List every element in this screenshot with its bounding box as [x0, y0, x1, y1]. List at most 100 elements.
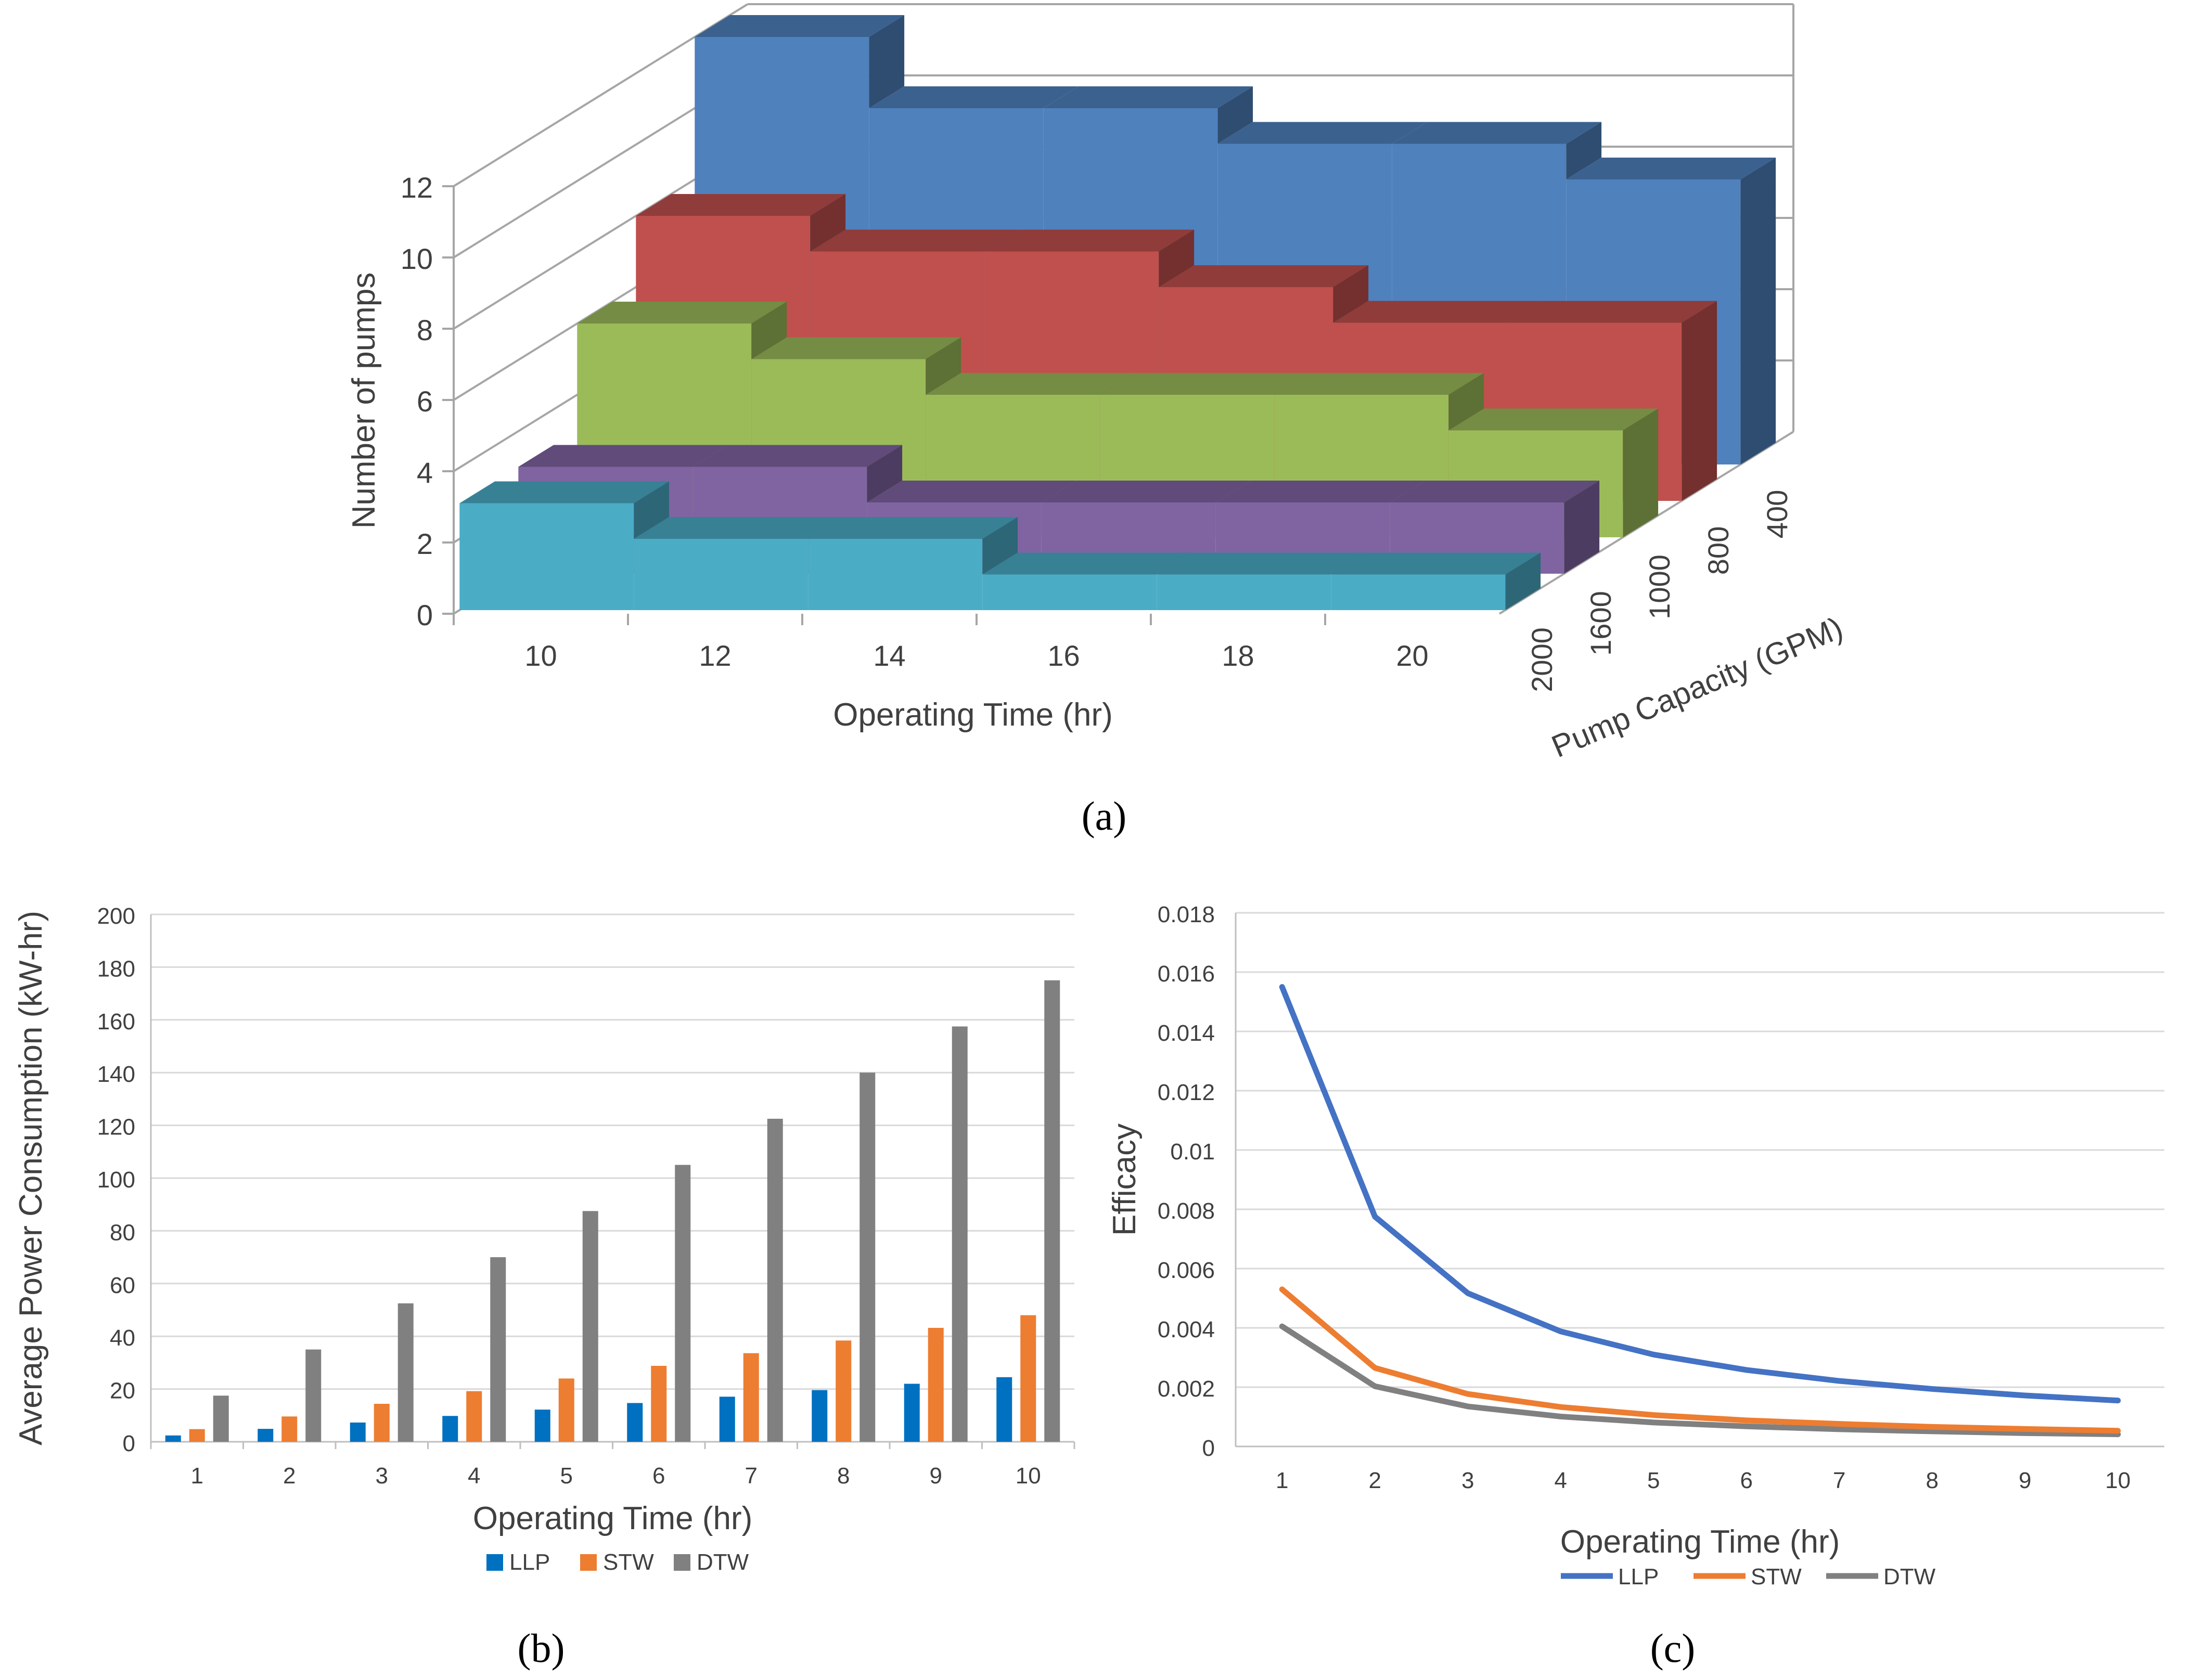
- bar-DTW-6: [675, 1165, 691, 1442]
- line-LLP: [1279, 984, 2121, 1404]
- bar-side-face: [926, 337, 961, 395]
- x-tick-label: 6: [652, 1463, 665, 1489]
- y-tick-label: 12: [401, 171, 433, 204]
- bar-DTW-1: [213, 1395, 229, 1442]
- depth-tick-label: 1600: [1584, 591, 1617, 656]
- bar-STW-7: [743, 1353, 759, 1442]
- x-tick-label: 7: [1833, 1468, 1845, 1493]
- bar-LLP-3: [350, 1422, 366, 1442]
- bar-side-face: [1682, 301, 1717, 501]
- bar-top-face: [518, 445, 728, 467]
- bar-top-face: [926, 373, 1136, 395]
- bar-front-face: [808, 539, 983, 610]
- depth-tick-label: 2000: [1525, 627, 1558, 692]
- bar-side-face: [1566, 122, 1602, 179]
- bar-LLP-8: [812, 1390, 828, 1442]
- y-tick-label: 20: [110, 1378, 135, 1404]
- bar-top-face: [867, 481, 1077, 502]
- bar-top-face: [459, 481, 670, 503]
- bar-side-face: [1505, 552, 1541, 610]
- bar-LLP-6: [627, 1403, 643, 1442]
- bar-LLP-1: [165, 1435, 181, 1442]
- y-tick-label: 8: [417, 314, 433, 346]
- y-tick-label: 120: [97, 1115, 135, 1140]
- bar-top-face: [1333, 301, 1543, 323]
- y-tick-label: 2: [417, 527, 433, 560]
- series-2000: [459, 481, 1541, 610]
- legend-label-LLP: LLP: [509, 1549, 550, 1575]
- depth-tick-label: 1000: [1643, 554, 1676, 619]
- bar-top-face: [1100, 373, 1310, 395]
- x-tick-label: 4: [1555, 1468, 1567, 1493]
- x-tick-label: 12: [699, 639, 731, 672]
- x-tick-label: 6: [1740, 1468, 1753, 1493]
- bar-top-face: [577, 302, 787, 324]
- x-tick-label: 3: [376, 1463, 388, 1489]
- bar-STW-3: [374, 1403, 390, 1442]
- bar-top-face: [1043, 86, 1253, 108]
- bar-side-face: [1159, 229, 1195, 287]
- legend-swatch-DTW: [674, 1554, 690, 1571]
- y-tick-label: 0.008: [1158, 1198, 1215, 1224]
- x-tick-label: 10: [2105, 1468, 2131, 1493]
- bar-STW-5: [558, 1378, 574, 1442]
- bar-LLP-4: [442, 1416, 458, 1442]
- x-tick-label: 4: [468, 1463, 480, 1489]
- bar-side-face: [1564, 481, 1600, 574]
- bar-top-face: [1157, 552, 1367, 575]
- bar-top-face: [810, 229, 1020, 252]
- legend-swatch-STW: [580, 1554, 597, 1571]
- x-tick-label: 2: [1369, 1468, 1381, 1493]
- y-tick-label: 6: [417, 385, 433, 418]
- bar-front-face: [459, 503, 634, 610]
- legend-label-STW: STW: [603, 1549, 654, 1575]
- bar-top-face: [692, 445, 903, 467]
- bar-STW-2: [281, 1416, 298, 1442]
- bar-top-face: [634, 517, 844, 539]
- bar-LLP-2: [258, 1429, 274, 1442]
- y-axis-title: Number of pumps: [346, 273, 382, 529]
- bar-top-face: [1331, 552, 1541, 575]
- bar-DTW-5: [582, 1211, 598, 1442]
- bar-top-face: [1274, 373, 1484, 395]
- y-tick-label: 100: [97, 1167, 135, 1193]
- bar-top-face: [869, 86, 1079, 108]
- bar-front-face: [1331, 574, 1506, 610]
- chart-a-3d-bar: 0 2 4 6 8 10 12 400 800 1000 1600 2000 10 12 14 16 18 20 O…: [346, 3, 1847, 764]
- x-axis-title: Operating Time (hr): [1560, 1524, 1840, 1560]
- bar-top-face: [808, 517, 1018, 539]
- x-tick-label: 7: [745, 1463, 758, 1489]
- bar-side-face: [634, 481, 670, 539]
- bar-top-face: [1215, 481, 1426, 502]
- x-tick-label: 10: [1016, 1463, 1041, 1489]
- bar-STW-10: [1020, 1315, 1036, 1442]
- bar-top-face: [1566, 158, 1776, 179]
- bar-front-face: [634, 539, 809, 610]
- x-tick-label: 14: [873, 639, 905, 672]
- y-axis-title: Efficacy: [1107, 1123, 1143, 1236]
- y-tick-label: 0.006: [1158, 1258, 1215, 1283]
- x-tick-label: 9: [2019, 1468, 2031, 1493]
- bar-DTW-9: [952, 1026, 968, 1442]
- bar-top-face: [982, 552, 1192, 575]
- bar-DTW-4: [490, 1257, 506, 1442]
- y-tick-label: 0.018: [1158, 902, 1215, 927]
- x-tick-label: 8: [837, 1463, 850, 1489]
- legend-label-DTW: DTW: [697, 1549, 749, 1575]
- bar-side-face: [1333, 265, 1369, 323]
- legend-label-LLP: LLP: [1618, 1564, 1659, 1589]
- bar-DTW-3: [397, 1303, 414, 1442]
- bar-side-face: [1217, 86, 1253, 144]
- bar-STW-9: [928, 1327, 944, 1442]
- x-tick-label: 1: [1276, 1468, 1288, 1493]
- depth-tick-label: 800: [1702, 526, 1735, 575]
- y-tick-label: 10: [401, 242, 433, 275]
- bar-top-face: [984, 229, 1195, 252]
- bar-side-face: [867, 445, 903, 502]
- legend-label-STW: STW: [1751, 1564, 1802, 1589]
- y-tick-label: 0: [123, 1431, 135, 1456]
- bar-top-face: [1041, 481, 1251, 502]
- bar-DTW-8: [859, 1072, 876, 1442]
- bar-LLP-10: [996, 1377, 1012, 1442]
